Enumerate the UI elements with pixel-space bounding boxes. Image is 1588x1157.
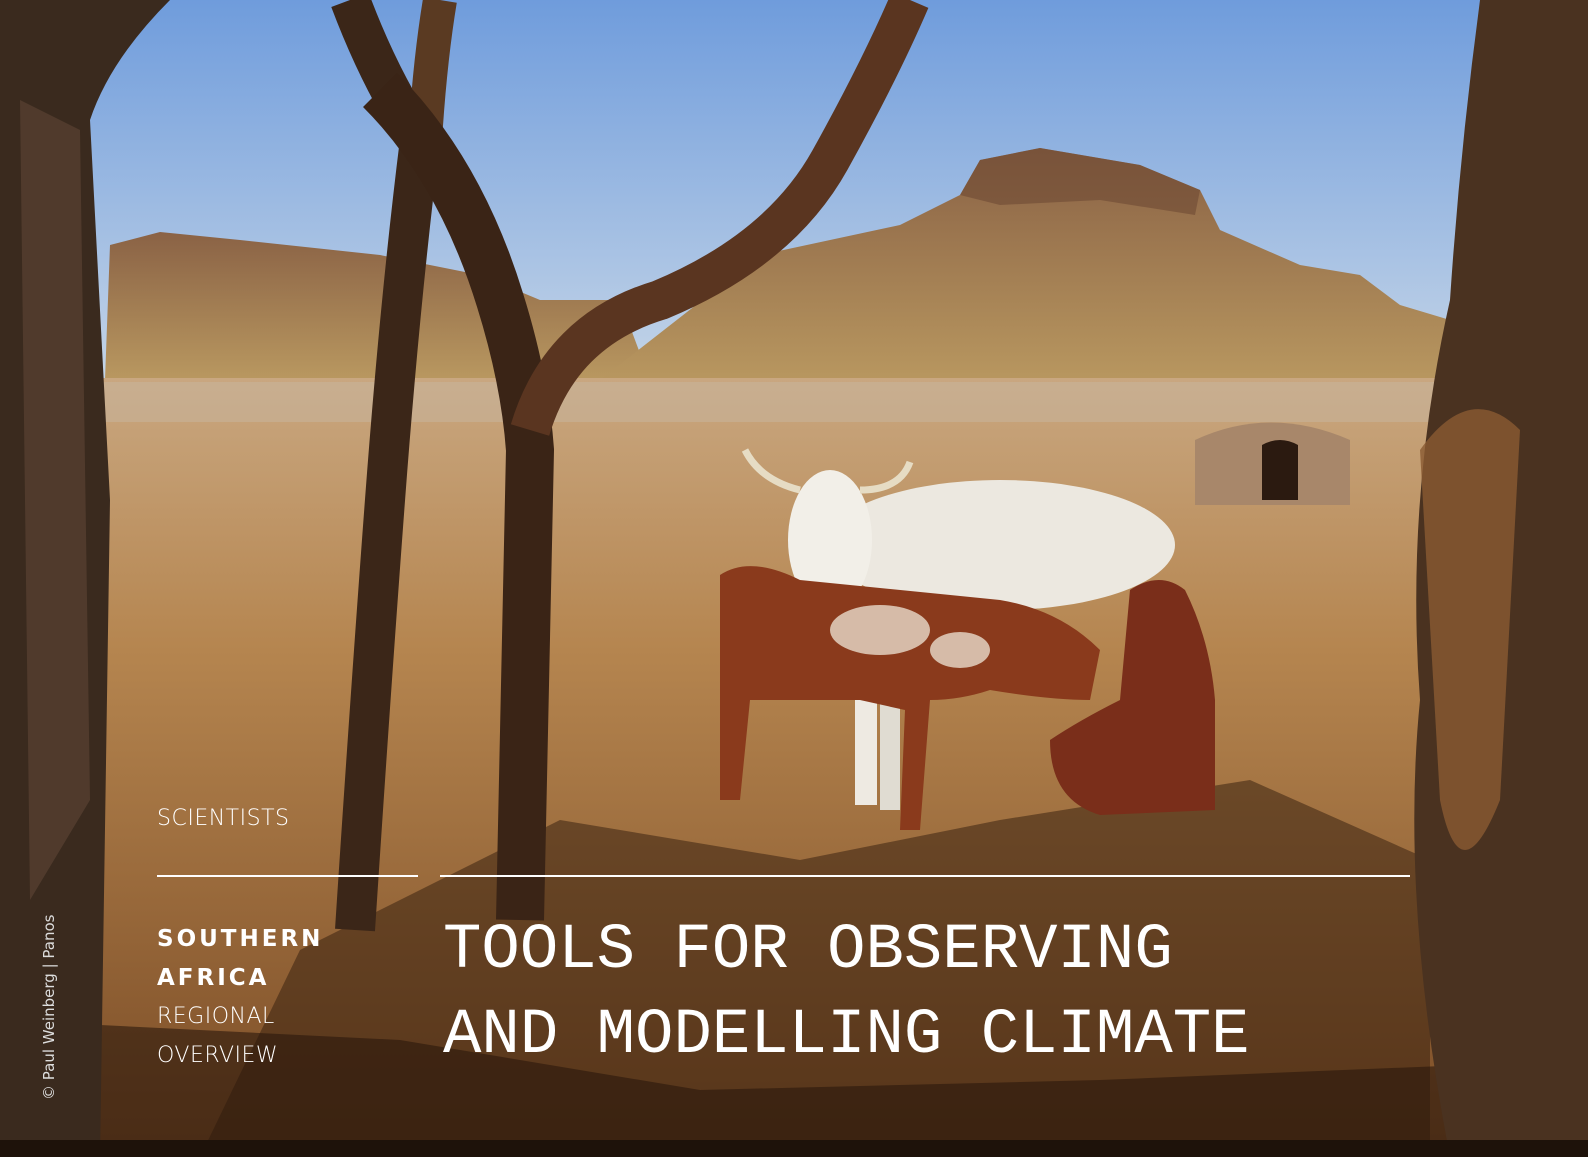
rule <box>440 875 1410 877</box>
region-line: AFRICA <box>157 965 269 991</box>
title-line: TOOLS FOR OBSERVING <box>443 915 1173 987</box>
section-label: SCIENTISTS <box>157 806 289 831</box>
region-line: SOUTHERN <box>157 926 323 952</box>
rule <box>157 875 418 877</box>
photo-credit: © Paul Weinberg | Panos <box>40 915 58 1100</box>
subtitle-line: OVERVIEW <box>157 1043 278 1068</box>
page: SCIENTISTS SOUTHERN AFRICA REGIONAL OVER… <box>0 0 1588 1157</box>
title-line: AND MODELLING CLIMATE <box>443 1000 1250 1072</box>
subtitle-line: REGIONAL <box>157 1004 275 1029</box>
